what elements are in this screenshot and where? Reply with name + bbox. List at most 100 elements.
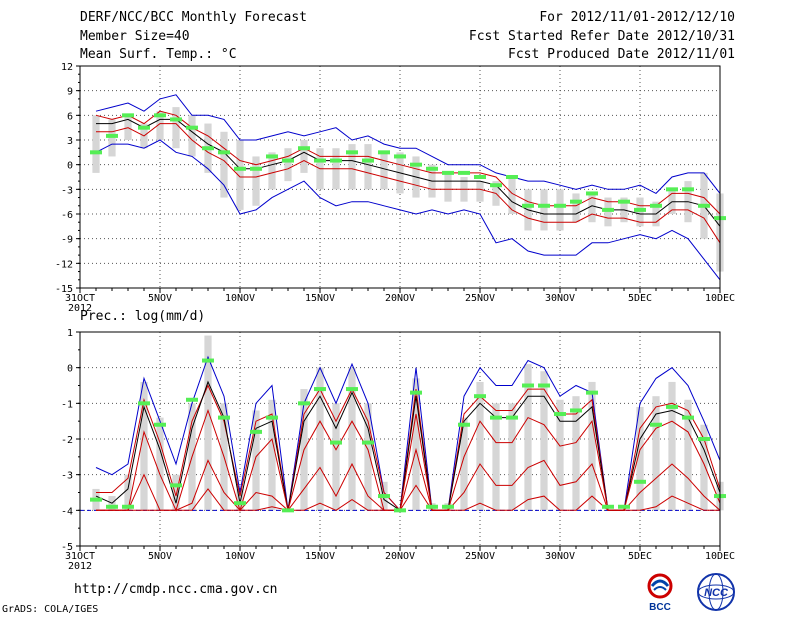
temp-marker bbox=[650, 203, 662, 208]
temp-marker bbox=[282, 158, 294, 163]
prec-xtick-label: 10DEC bbox=[705, 551, 735, 562]
temp-line-upper bbox=[95, 110, 721, 215]
temp-marker bbox=[442, 170, 454, 175]
temp-marker bbox=[90, 150, 102, 155]
prec-xtick-label: 15NOV bbox=[305, 551, 335, 562]
temp-marker bbox=[618, 199, 630, 204]
temp-ytick-label: 9 bbox=[67, 87, 73, 98]
prec-ytick-label: -2 bbox=[61, 435, 73, 446]
logos: BCC NCC bbox=[647, 573, 735, 613]
temp-line-lower bbox=[96, 123, 721, 244]
temp-spread-bar bbox=[444, 172, 452, 202]
prec-marker bbox=[234, 501, 246, 506]
prec-spread-bar bbox=[492, 403, 500, 511]
prec-marker bbox=[298, 401, 310, 406]
temp-xtick-label: 15NOV bbox=[305, 293, 335, 304]
temp-marker bbox=[186, 125, 198, 130]
temp-ytick-label: 3 bbox=[67, 136, 73, 147]
temp-marker bbox=[154, 113, 166, 118]
prec-marker bbox=[634, 479, 646, 484]
temp-marker bbox=[698, 203, 710, 208]
temp-marker bbox=[602, 207, 614, 212]
member-size: Member Size=40 bbox=[80, 29, 190, 44]
temp-spread-bar bbox=[588, 193, 596, 223]
temp-marker bbox=[234, 166, 246, 171]
prec-marker bbox=[202, 358, 214, 363]
temp-spread-bar bbox=[236, 140, 244, 210]
prec-spread-bar bbox=[476, 381, 484, 511]
prec-spread-bar bbox=[700, 424, 708, 511]
temp-spread-bar bbox=[252, 156, 260, 206]
prec-spread-bar bbox=[652, 396, 660, 511]
prec-spread-bar bbox=[364, 403, 372, 511]
prec-marker bbox=[682, 415, 694, 420]
prec-xtick-label: 5NOV bbox=[148, 551, 172, 562]
prec-marker bbox=[346, 387, 358, 392]
prec-ytick-label: -5 bbox=[61, 542, 73, 553]
temp-ytick-label: -3 bbox=[61, 185, 73, 196]
temp-spread-bar bbox=[268, 152, 276, 190]
prec-marker bbox=[90, 497, 102, 502]
prec-marker bbox=[170, 483, 182, 488]
variable-label: Mean Surf. Temp.: °C bbox=[80, 47, 237, 62]
prec-marker bbox=[650, 422, 662, 427]
prec-marker bbox=[122, 504, 134, 509]
prec-spread-bar bbox=[588, 381, 596, 511]
temp-spread-bar bbox=[604, 197, 612, 227]
temp-xtick-label: 25NOV bbox=[465, 293, 495, 304]
prec-marker bbox=[442, 504, 454, 509]
temp-marker bbox=[106, 133, 118, 138]
temp-marker bbox=[554, 203, 566, 208]
prec-line-min_red bbox=[96, 484, 720, 511]
prec-spread-bar bbox=[636, 406, 644, 511]
chart-title: DERF/NCC/BCC Monthly Forecast bbox=[80, 10, 307, 25]
prec-ytick-label: -1 bbox=[61, 399, 73, 410]
prec-spread-bar bbox=[412, 378, 420, 511]
temp-marker bbox=[362, 158, 374, 163]
temp-marker bbox=[458, 170, 470, 175]
temp-marker bbox=[490, 183, 502, 188]
temp-ytick-label: -12 bbox=[55, 259, 73, 270]
prec-spread-bar bbox=[524, 364, 532, 511]
prec-marker bbox=[666, 404, 678, 409]
prec-spread-bar bbox=[156, 417, 164, 511]
temp-spread-bar bbox=[108, 119, 116, 157]
prec-spread-bar bbox=[252, 410, 260, 511]
temp-spread-bar bbox=[540, 189, 548, 231]
prec-spread-bar bbox=[556, 399, 564, 511]
temp-spread-bar bbox=[508, 177, 516, 214]
temp-marker bbox=[522, 203, 534, 208]
temp-xtick-label: 10DEC bbox=[705, 293, 735, 304]
temp-marker bbox=[314, 158, 326, 163]
temp-xtick-label: 5NOV bbox=[148, 293, 172, 304]
prec-ytick-label: 0 bbox=[67, 364, 73, 375]
precip-label: Prec.: log(mm/d) bbox=[80, 309, 206, 324]
prec-marker bbox=[314, 387, 326, 392]
temp-xtick-label: 20NOV bbox=[385, 293, 415, 304]
temp-spread-bar bbox=[284, 148, 292, 182]
prec-xtick-label: 10NOV bbox=[225, 551, 255, 562]
prec-year-label: 2012 bbox=[68, 561, 92, 572]
ncc-logo-text: NCC bbox=[704, 587, 729, 599]
prec-marker bbox=[138, 401, 150, 406]
prec-spread-bar bbox=[268, 399, 276, 511]
prec-spread-bar bbox=[460, 417, 468, 511]
prec-spread-bar bbox=[124, 474, 132, 511]
prec-marker bbox=[410, 390, 422, 395]
prec-spread-bar bbox=[172, 474, 180, 511]
temp-spread-bar bbox=[380, 152, 388, 190]
prec-ytick-label: 1 bbox=[67, 328, 73, 339]
temp-spread-bar bbox=[364, 144, 372, 190]
prec-spread-bar bbox=[204, 335, 212, 511]
prec-xtick-label: 25NOV bbox=[465, 551, 495, 562]
temp-marker bbox=[394, 154, 406, 159]
temp-line-min bbox=[95, 139, 721, 281]
temp-line-mean bbox=[96, 118, 721, 227]
source-url[interactable]: http://cmdp.ncc.cma.gov.cn bbox=[74, 582, 278, 597]
temp-xtick-label: 30NOV bbox=[545, 293, 575, 304]
temp-marker bbox=[378, 150, 390, 155]
prec-marker bbox=[378, 494, 390, 499]
temp-ytick-label: 12 bbox=[61, 62, 73, 73]
prec-marker bbox=[330, 440, 342, 445]
